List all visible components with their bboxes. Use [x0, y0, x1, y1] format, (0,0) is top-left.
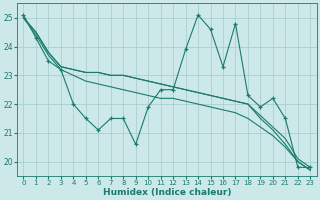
- X-axis label: Humidex (Indice chaleur): Humidex (Indice chaleur): [103, 188, 231, 197]
